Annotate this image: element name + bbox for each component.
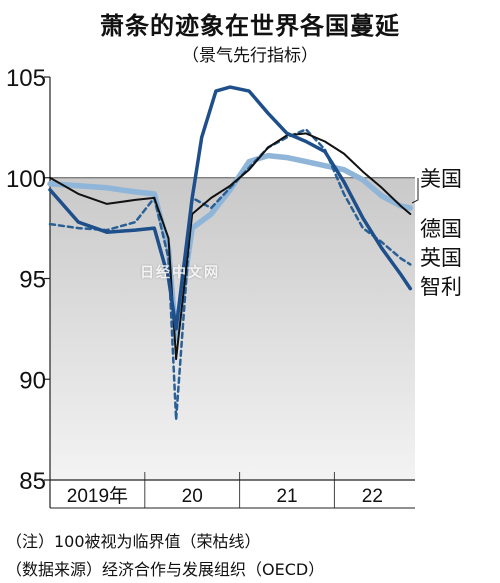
series-line-uk xyxy=(47,152,414,342)
x-tick-label: 21 xyxy=(276,486,297,507)
legend-label-germany: 德国 xyxy=(420,217,462,241)
y-tick-label: 90 xyxy=(19,367,46,394)
legend-label-uk: 英国 xyxy=(420,246,462,270)
watermark-text: 日经中文网 xyxy=(140,265,220,281)
chart-subtitle: （景气先行指标） xyxy=(182,46,318,66)
series-line-chile xyxy=(48,85,413,331)
chart-title: 萧条的迹象在世界各国蔓延 xyxy=(100,12,400,40)
source-note: （数据来源）经济合作与发展组织（OECD） xyxy=(6,560,325,579)
y-tick-label: 100 xyxy=(6,166,46,193)
legend-label-chile: 智利 xyxy=(420,275,462,299)
below-threshold-area xyxy=(50,177,415,480)
legend-leader-usa xyxy=(411,178,419,204)
footnote: （注）100被视为临界值（荣枯线） xyxy=(6,532,261,551)
y-tick-label: 95 xyxy=(19,267,46,294)
x-tick-label: 2019年 xyxy=(67,485,128,507)
series-line-usa xyxy=(49,132,412,361)
y-tick-label: 105 xyxy=(6,65,46,92)
y-tick-label: 85 xyxy=(19,468,46,495)
x-tick-label: 20 xyxy=(182,486,203,507)
x-tick-label: 22 xyxy=(362,486,383,507)
legend-label-usa: 美国 xyxy=(420,167,462,191)
